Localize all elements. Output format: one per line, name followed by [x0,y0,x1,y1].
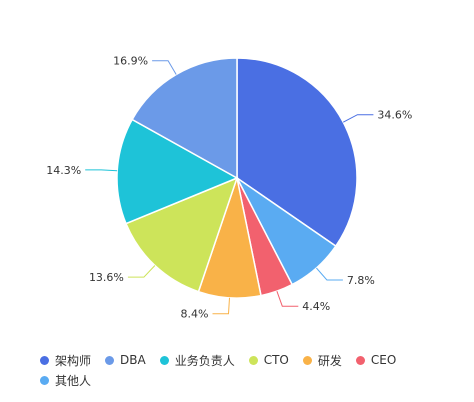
leader-line-7 [152,60,177,75]
legend-marker [355,355,365,365]
legend-marker [105,355,115,365]
leader-line-2 [316,267,343,281]
label-leader-lines [85,60,374,315]
slice-value-label-5: 13.6% [89,271,124,284]
slice-value-label-2: 7.8% [347,274,375,287]
slice-value-label-4: 8.4% [181,308,209,321]
legend-label: 架构师 [55,353,92,368]
legend-item-dba[interactable]: DBA [105,353,146,367]
leader-line-6 [85,169,118,172]
leader-line-4 [212,297,230,315]
legend-label: DBA [120,353,146,367]
slice-labels: 34.6% 7.8% 4.4% 8.4% 13.6% 14.3% 16.9% [46,55,412,321]
legend-row-2: 其他人 [40,370,460,390]
legend-marker [40,355,49,365]
legend-marker [302,355,312,365]
legend-marker [159,355,169,365]
slice-value-label-6: 14.3% [46,164,81,177]
legend-label: CTO [263,353,289,367]
legend-item-ceo[interactable]: CEO [355,353,397,367]
legend-label: 研发 [317,353,342,368]
legend-row-1: 架构师 DBA 业务负责人 CTO 研发 CEO [40,350,460,370]
leader-line-3 [276,291,299,307]
slice-value-label-1: 34.6% [377,109,412,122]
legend-item-business-owner[interactable]: 业务负责人 [159,352,235,369]
slice-value-label-7: 16.9% [113,55,148,68]
legend-item-architect[interactable]: 架构师 [40,352,91,369]
leader-line-1 [342,114,374,123]
legend: 架构师 DBA 业务负责人 CTO 研发 CEO 其他人 [40,350,460,390]
slice-value-label-3: 4.4% [302,300,330,313]
legend-item-others[interactable]: 其他人 [40,372,91,389]
pie-slice-6[interactable] [116,118,239,225]
legend-item-cto[interactable]: CTO [248,353,289,367]
legend-label: CEO [370,353,397,367]
pie-slices [116,57,358,299]
pie-slice-1[interactable] [236,57,358,248]
legend-label: 业务负责人 [174,353,235,368]
leader-line-5 [127,265,156,278]
legend-marker [40,375,49,385]
legend-item-rd[interactable]: 研发 [302,352,342,369]
pie-slice-7[interactable] [131,57,238,180]
legend-marker [248,355,258,365]
legend-label: 其他人 [55,373,92,388]
